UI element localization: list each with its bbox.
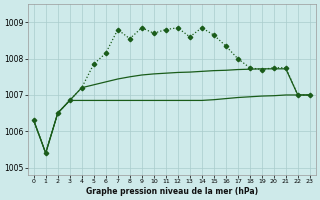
X-axis label: Graphe pression niveau de la mer (hPa): Graphe pression niveau de la mer (hPa) [86, 187, 258, 196]
